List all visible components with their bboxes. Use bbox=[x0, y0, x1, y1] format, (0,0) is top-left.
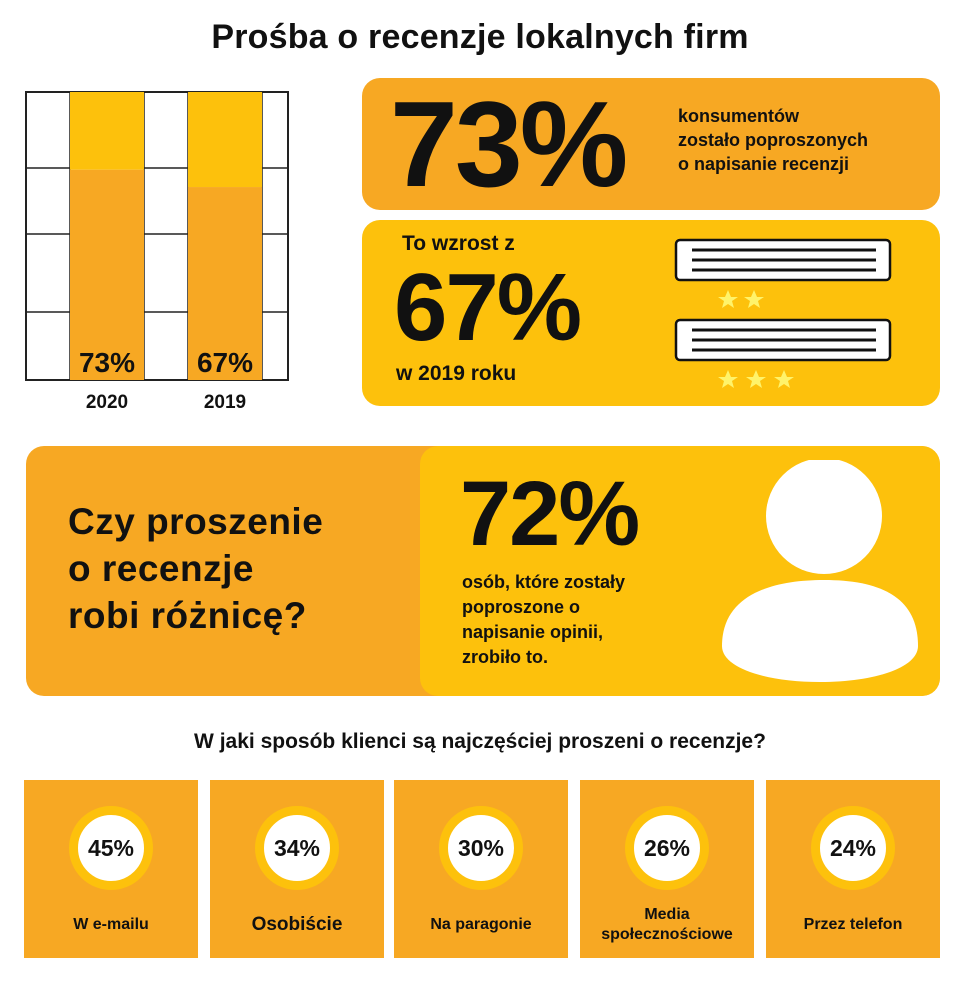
review-card-icon bbox=[674, 238, 892, 388]
way-tile-phone: 24% Przez telefon bbox=[766, 780, 940, 958]
stat-suffix: w 2019 roku bbox=[396, 362, 517, 385]
mini-bar-chart: 73% 2020 67% 2019 bbox=[24, 88, 294, 408]
desc-line: poproszone o bbox=[462, 597, 580, 617]
way-label: Przez telefon bbox=[803, 916, 903, 933]
way-tile-email: 45% W e-mailu bbox=[24, 780, 198, 958]
x-tick-label: 2020 bbox=[86, 392, 128, 408]
bar-value-label: 73% bbox=[79, 347, 135, 378]
way-label: Na paragonie bbox=[430, 916, 532, 933]
way-value-ring: 26% bbox=[625, 806, 709, 890]
bar bbox=[70, 169, 144, 380]
bar-chart-svg: 73% 2020 67% 2019 bbox=[25, 91, 289, 408]
stat-prefix: To wzrost z bbox=[402, 232, 515, 255]
way-value-ring: 45% bbox=[69, 806, 153, 890]
person-icon bbox=[722, 460, 918, 682]
way-value-ring: 30% bbox=[439, 806, 523, 890]
question-line: robi różnicę? bbox=[68, 595, 307, 636]
way-label: Media społecznościowe bbox=[601, 906, 733, 943]
stat-value-73: 73% bbox=[390, 76, 628, 212]
way-value-ring: 24% bbox=[811, 806, 895, 890]
star-icon bbox=[718, 290, 764, 308]
bar-remainder bbox=[188, 92, 262, 188]
stat-value-72: 72% bbox=[460, 463, 640, 565]
stat-value-67: 67% bbox=[394, 254, 582, 361]
review-card-icon bbox=[674, 318, 892, 362]
way-tile-social: 26% Media społecznościowe bbox=[580, 780, 754, 958]
stat-card-73: 73% konsumentów zostało poproszonych o n… bbox=[362, 78, 940, 210]
question-line: o recenzje bbox=[68, 548, 254, 589]
ways-title: W jaki sposób klienci są najczęściej pro… bbox=[194, 730, 766, 753]
desc-line: o napisanie recenzji bbox=[678, 154, 850, 174]
bar bbox=[188, 187, 262, 380]
stat-description-73: konsumentów zostało poproszonych o napis… bbox=[678, 104, 928, 176]
question-line: Czy proszenie bbox=[68, 501, 324, 542]
way-tile-receipt: 30% Na paragonie bbox=[394, 780, 568, 958]
stat-description-72: osób, które zostały poproszone o napisan… bbox=[462, 570, 702, 670]
review-card-icon bbox=[674, 238, 892, 282]
question-text: Czy proszenie o recenzje robi różnicę? bbox=[68, 498, 428, 639]
way-value-ring: 34% bbox=[255, 806, 339, 890]
bar-value-label: 67% bbox=[197, 347, 253, 378]
answer-panel: 72% osób, które zostały poproszone o nap… bbox=[420, 446, 940, 696]
desc-line: napisanie opinii, bbox=[462, 622, 604, 642]
way-label: Osobiście bbox=[251, 914, 343, 935]
way-label: W e-mailu bbox=[73, 916, 149, 933]
way-tile-in-person: 34% Osobiście bbox=[210, 780, 384, 958]
desc-line: zostało poproszonych bbox=[678, 130, 869, 150]
desc-line: zrobiło to. bbox=[462, 647, 548, 667]
desc-line: konsumentów bbox=[678, 106, 800, 126]
bar-remainder bbox=[70, 92, 144, 170]
page-title: Prośba o recenzje lokalnych firm bbox=[211, 18, 749, 56]
question-card: Czy proszenie o recenzje robi różnicę? 7… bbox=[26, 446, 940, 696]
star-icon bbox=[718, 370, 794, 388]
stat-card-67: To wzrost z 67% w 2019 roku bbox=[362, 220, 940, 406]
x-tick-label: 2019 bbox=[204, 392, 246, 408]
desc-line: osób, które zostały bbox=[462, 572, 626, 592]
